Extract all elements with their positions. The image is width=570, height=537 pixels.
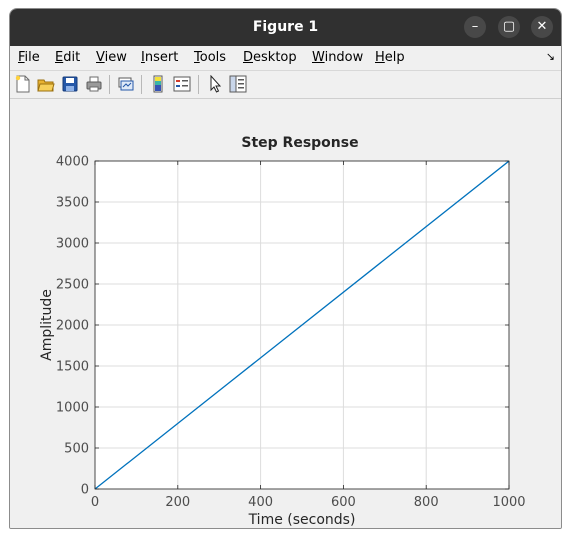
axes-box	[94, 160, 510, 490]
y-axis-label: Amplitude	[39, 289, 55, 361]
menu-view[interactable]: View	[96, 50, 127, 65]
print-icon[interactable]	[85, 75, 103, 93]
x-tick-label: 400	[248, 495, 273, 510]
insert-legend-icon[interactable]	[173, 75, 191, 93]
toolbar-separator	[141, 75, 142, 94]
tick-labels: 0 200 400 600 800 1000 0 500 1000 1500 2000 2500 300…	[56, 155, 526, 511]
menu-desktop-mnemonic: D	[243, 50, 254, 65]
edit-plot-pointer-icon[interactable]	[206, 75, 224, 93]
new-figure-icon[interactable]	[14, 75, 32, 93]
save-icon[interactable]	[61, 75, 79, 93]
y-tick-label: 2500	[56, 278, 89, 293]
property-inspector-icon[interactable]	[229, 75, 247, 93]
menu-window-mnemonic: W	[312, 50, 325, 65]
menu-window[interactable]: Window	[312, 50, 363, 65]
menu-window-rest: indow	[324, 50, 364, 65]
menu-file[interactable]: File	[18, 50, 40, 65]
y-tick-label: 0	[81, 483, 89, 498]
figure-window: Figure 1 – ▢ ✕ File Edit View Insert Too…	[9, 8, 562, 529]
menu-file-rest: ile	[24, 50, 40, 65]
x-tick-label: 1000	[492, 495, 525, 510]
menu-insert-rest: nsert	[144, 50, 179, 65]
title-bar[interactable]: Figure 1 – ▢ ✕	[10, 9, 561, 46]
menu-desktop-rest: esktop	[253, 50, 297, 65]
y-tick-label: 1500	[56, 360, 89, 375]
x-tick-label: 200	[165, 495, 190, 510]
insert-colorbar-icon[interactable]	[149, 75, 167, 93]
dock-arrow-icon[interactable]: ↘	[545, 50, 555, 63]
x-tick-label: 600	[331, 495, 356, 510]
chart-title: Step Response	[241, 135, 358, 151]
toolbar-separator	[198, 75, 199, 94]
menu-edit-rest: dit	[63, 50, 81, 65]
y-tick-label: 4000	[56, 155, 89, 170]
menu-help-rest: elp	[384, 50, 405, 65]
y-tick-label: 1000	[56, 401, 89, 416]
menu-view-mnemonic: V	[96, 50, 105, 65]
x-axis-label: Time (seconds)	[248, 512, 356, 528]
y-tick-label: 2000	[56, 319, 89, 334]
menu-insert-mnemonic: I	[141, 50, 145, 65]
link-plot-icon[interactable]	[117, 75, 135, 93]
figure-canvas[interactable]: Step Response 0 200 400 600 800 1000 0 500 1000 1…	[10, 99, 561, 528]
close-button[interactable]: ✕	[531, 16, 553, 38]
menu-edit[interactable]: Edit	[55, 50, 80, 65]
menu-file-mnemonic: F	[18, 50, 25, 65]
menu-view-rest: iew	[104, 50, 127, 65]
minimize-button[interactable]: –	[464, 16, 486, 38]
menu-tools[interactable]: Tools	[194, 50, 226, 65]
step-response-plot[interactable]: Step Response 0 200 400 600 800 1000 0 500 1000 1…	[10, 99, 561, 528]
window-title: Figure 1	[252, 19, 319, 35]
menu-tools-rest: ools	[199, 50, 227, 65]
toolbar	[10, 71, 561, 99]
menu-insert[interactable]: Insert	[141, 50, 178, 65]
x-tick-label: 0	[91, 495, 99, 510]
x-tick-label: 800	[414, 495, 439, 510]
toolbar-separator	[109, 75, 110, 94]
menu-bar: File Edit View Insert Tools Desktop Wind…	[10, 46, 561, 71]
menu-desktop[interactable]: Desktop	[243, 50, 297, 65]
open-file-icon[interactable]	[37, 75, 55, 93]
menu-help-mnemonic: H	[375, 50, 385, 65]
step-response-line	[94, 160, 510, 490]
menu-help[interactable]: Help	[375, 50, 405, 65]
y-tick-label: 3000	[56, 237, 89, 252]
series-lines	[94, 160, 510, 490]
y-tick-label: 500	[64, 442, 89, 457]
menu-edit-mnemonic: E	[55, 50, 64, 65]
menu-tools-mnemonic: T	[194, 50, 200, 65]
y-tick-label: 3500	[56, 196, 89, 211]
maximize-button[interactable]: ▢	[498, 16, 520, 38]
